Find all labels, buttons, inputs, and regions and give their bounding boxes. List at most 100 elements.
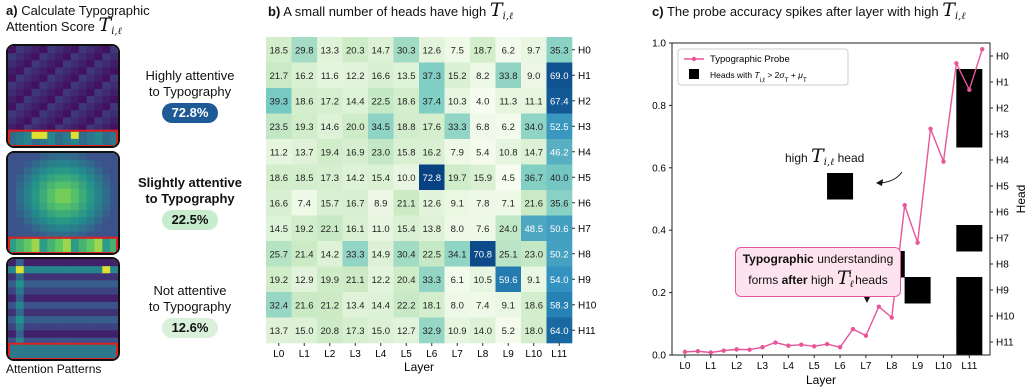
attention-cell: [86, 74, 95, 83]
heatmap-chart: 18.5 29.8 13.3 20.3 14.7 30.3 12.6 7.5 18.7 6.2 9.…: [266, 37, 597, 374]
probe-accuracy-point: [734, 347, 739, 352]
attention-cell: [8, 280, 17, 289]
attention-cell: [23, 287, 33, 296]
heatmap-cell-label: 11.0: [372, 224, 390, 235]
high-head-arrow: [879, 171, 903, 184]
attention-cell: [102, 74, 111, 83]
attention-cell: [8, 67, 17, 76]
attention-cell: [70, 153, 80, 161]
attention-cell: [86, 224, 95, 233]
probe-accuracy-point: [747, 347, 752, 352]
heatmap-cell: [368, 292, 394, 318]
probe-accuracy-point: [695, 349, 701, 354]
attention-cell: [78, 117, 88, 126]
heatmap-cell: [291, 37, 318, 63]
attention-cell: [94, 174, 103, 183]
y2-tick-label: H4: [996, 156, 1009, 167]
attention-cell: [8, 316, 17, 324]
attention-cell: [110, 224, 118, 233]
attention-cell: [55, 351, 64, 359]
attention-cell: [55, 53, 64, 61]
x-tick-label: L0: [273, 349, 285, 360]
attention-cell: [102, 138, 111, 146]
attention-cell: [110, 231, 118, 240]
attention-cell: [31, 224, 40, 233]
attention-cell: [8, 337, 17, 346]
attention-cell: [70, 351, 80, 359]
y-tick-label: H0: [578, 45, 591, 56]
attention-cell: [31, 167, 40, 175]
attention-cell: [15, 174, 25, 183]
attention-cell: [70, 60, 80, 68]
attention-cell: [86, 337, 95, 346]
attention-cell: [70, 323, 80, 331]
attention-cell: [8, 167, 17, 175]
heatmap-cell-label: 18.6: [397, 96, 416, 107]
heatmap-cell: [546, 190, 573, 216]
attention-cell: [23, 217, 33, 225]
attention-cell: [31, 294, 40, 303]
attention-cell: [70, 174, 80, 183]
heatmap-cell: [546, 241, 573, 267]
attention-cell: [78, 138, 88, 146]
x-tick-label: L0: [679, 361, 691, 372]
high-head-cell: [956, 277, 983, 304]
score-badge-high: 72.8%: [161, 103, 219, 123]
heatmap-cell: [521, 113, 547, 140]
attention-cell: [78, 323, 88, 331]
heatmap-cell: [546, 292, 573, 318]
y-tick-label: H3: [578, 122, 591, 133]
attention-cell: [78, 294, 88, 303]
heatmap-cell-label: 17.6: [423, 122, 442, 133]
attention-cell: [70, 210, 80, 218]
attention-cell: [15, 60, 25, 68]
heatmap-cell: [521, 62, 547, 89]
heatmap-cell: [317, 139, 343, 165]
heatmap-cell-label: 24.0: [499, 224, 518, 235]
heatmap-cell-label: 18.6: [295, 96, 314, 107]
heatmap-cell-label: 22.1: [321, 224, 340, 235]
heatmap-cell: [419, 37, 445, 63]
attention-cell: [8, 88, 17, 97]
x-tick-label: L3: [350, 349, 362, 360]
heatmap-cell-label: 14.9: [372, 249, 391, 260]
heatmap-cell: [342, 37, 369, 63]
heatmap-cell-label: 15.4: [397, 224, 416, 235]
y2-axis-label: Head: [1014, 185, 1028, 214]
heatmap-cell-label: 35.3: [550, 45, 569, 56]
attention-cell: [78, 81, 88, 90]
attention-cell: [70, 238, 80, 247]
attention-cell: [8, 266, 17, 274]
attention-cell: [78, 53, 88, 61]
heatmap-cell-label: 16.6: [270, 198, 289, 209]
attention-cell: [70, 74, 80, 83]
heatmap-cell-label: 19.3: [295, 122, 314, 133]
x-tick-label: L4: [375, 349, 387, 360]
attention-cell: [86, 210, 95, 218]
attention-cell: [15, 301, 25, 310]
heatmap-cell: [419, 190, 445, 216]
heatmap-cell: [444, 37, 471, 63]
attention-cell: [15, 351, 25, 359]
attention-cell: [78, 351, 88, 359]
attention-cell: [31, 287, 40, 296]
heatmap-cell-label: 14.6: [321, 122, 340, 133]
attention-cell: [94, 167, 103, 175]
heatmap-cell-label: 21.4: [295, 249, 314, 260]
attention-cell: [15, 124, 25, 133]
heatmap-cell: [368, 37, 394, 63]
attention-cell: [70, 344, 80, 353]
callout-arrowhead: [863, 295, 871, 303]
probe-accuracy-point: [980, 47, 985, 52]
probe-accuracy-point: [876, 304, 882, 309]
attention-cell: [102, 337, 111, 346]
heatmap-cell: [266, 164, 292, 191]
y-tick-label: 0.2: [652, 288, 666, 299]
high-head-cell: [956, 303, 983, 330]
attention-cell: [110, 53, 118, 61]
attention-cell: [110, 301, 118, 310]
attention-cell: [70, 294, 80, 303]
heatmap-cell-label: 17.3: [321, 173, 340, 184]
legend-head-swatch: [689, 69, 699, 79]
attention-cell: [70, 110, 80, 118]
